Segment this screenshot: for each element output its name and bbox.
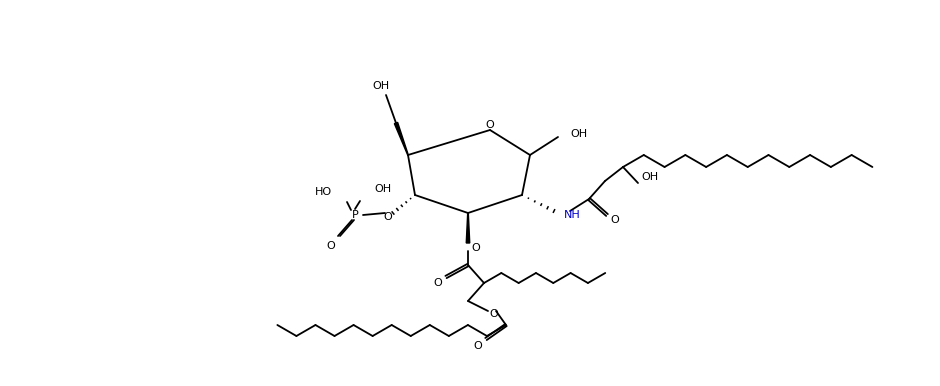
Text: O: O bbox=[326, 241, 336, 251]
Text: OH: OH bbox=[570, 129, 588, 139]
Text: O: O bbox=[486, 120, 494, 130]
Text: O: O bbox=[472, 243, 480, 253]
Text: O: O bbox=[433, 278, 443, 288]
Text: OH: OH bbox=[374, 184, 391, 194]
Text: OH: OH bbox=[372, 81, 389, 91]
Text: O: O bbox=[611, 215, 619, 225]
Text: O: O bbox=[474, 341, 482, 351]
Text: O: O bbox=[490, 309, 498, 319]
Text: P: P bbox=[352, 210, 358, 220]
Text: NH: NH bbox=[564, 210, 581, 220]
Text: HO: HO bbox=[315, 187, 332, 197]
Text: O: O bbox=[384, 212, 392, 222]
Polygon shape bbox=[466, 213, 470, 243]
Polygon shape bbox=[395, 122, 408, 155]
Text: OH: OH bbox=[641, 172, 658, 182]
